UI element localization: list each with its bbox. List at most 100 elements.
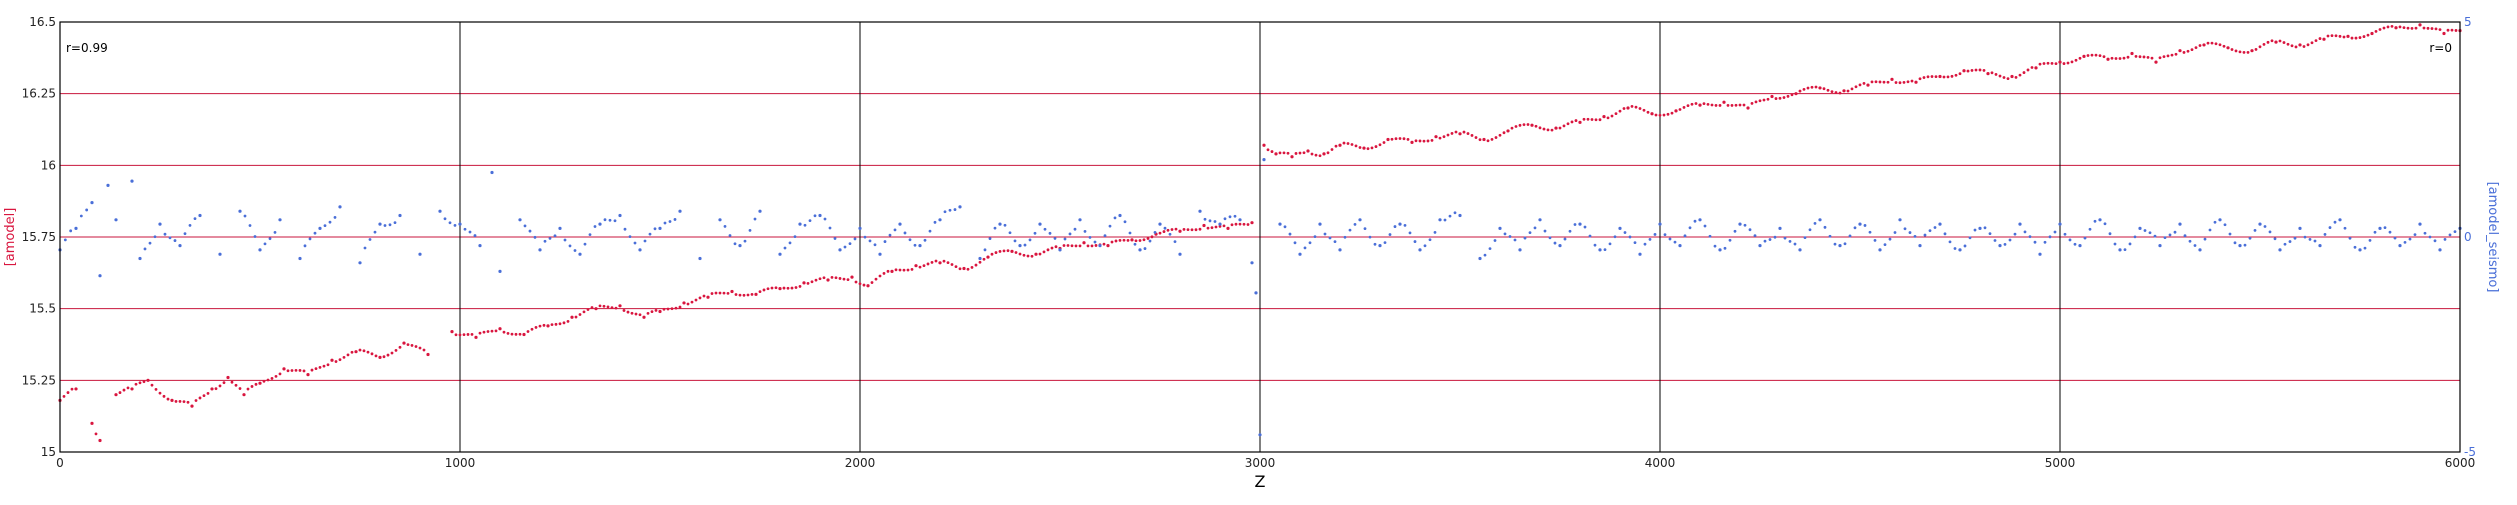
data-point [2288, 240, 2292, 243]
data-point [85, 208, 89, 212]
data-point [1938, 74, 1942, 79]
data-point [2042, 62, 2046, 65]
data-point [1158, 231, 1162, 235]
data-point [783, 246, 787, 250]
data-point [1218, 224, 1222, 228]
data-point [2028, 235, 2032, 239]
data-point [170, 398, 174, 402]
data-point [1230, 223, 1234, 227]
data-point [2373, 230, 2377, 234]
data-point [2358, 36, 2362, 39]
data-point [1918, 244, 1922, 248]
data-point [178, 244, 182, 248]
data-point [490, 329, 494, 333]
data-point [266, 378, 270, 382]
data-point [1622, 107, 1626, 110]
data-point [298, 369, 302, 372]
data-point [1170, 228, 1174, 231]
data-point [566, 319, 570, 323]
data-point [2330, 34, 2334, 38]
data-point [2366, 33, 2370, 37]
data-point [2423, 231, 2427, 235]
data-point [1673, 240, 1677, 244]
data-point [698, 256, 702, 261]
data-point [1423, 244, 1427, 248]
data-point [1682, 106, 1686, 109]
data-point [322, 364, 326, 368]
data-point [1426, 139, 1430, 143]
data-point [393, 221, 397, 225]
data-point [1383, 241, 1387, 245]
data-point [338, 205, 342, 209]
data-point [1458, 213, 1462, 218]
data-point [258, 381, 262, 385]
data-point [1730, 104, 1734, 107]
data-point [2203, 237, 2207, 241]
data-point [1810, 85, 1814, 89]
data-point [2293, 236, 2297, 240]
data-point [1398, 222, 1402, 226]
data-point [1873, 238, 1877, 242]
data-point [1274, 152, 1278, 156]
data-point [2146, 55, 2150, 59]
data-point [1922, 76, 1926, 79]
data-point [2050, 61, 2054, 65]
data-point [1153, 230, 1157, 234]
data-point [538, 248, 542, 252]
data-point [1113, 216, 1117, 220]
data-point [643, 239, 647, 243]
data-point [814, 278, 818, 282]
data-point [2142, 55, 2146, 59]
data-point [438, 209, 442, 213]
data-point [354, 350, 358, 354]
data-point [1653, 233, 1657, 236]
data-point [606, 305, 610, 309]
data-point [2118, 248, 2122, 252]
data-point [410, 344, 414, 347]
data-point [1063, 237, 1067, 241]
data-point [358, 348, 362, 352]
data-point [642, 315, 646, 319]
data-point [302, 369, 306, 373]
data-point [1206, 226, 1210, 230]
data-point [1583, 225, 1587, 229]
data-point [738, 244, 742, 248]
data-point [366, 350, 370, 354]
data-point [990, 252, 994, 256]
data-point [1448, 214, 1452, 218]
data-point [798, 285, 802, 288]
data-point [874, 277, 878, 281]
data-point [633, 241, 637, 245]
data-point [273, 230, 277, 234]
data-point [1493, 239, 1497, 242]
data-point [270, 377, 274, 380]
data-point [1662, 113, 1666, 117]
data-point [258, 248, 262, 252]
data-point [1862, 81, 1866, 85]
y-left-tick-label: 16 [41, 158, 56, 172]
data-point [1678, 244, 1682, 248]
data-point [1534, 124, 1538, 128]
data-point [2448, 233, 2452, 237]
data-point [2090, 53, 2094, 57]
data-point [1950, 74, 1954, 78]
data-point [558, 322, 562, 326]
data-point [953, 208, 957, 211]
data-point [553, 234, 557, 238]
data-point [1086, 244, 1090, 248]
data-point [2013, 232, 2017, 236]
data-point [1958, 248, 1962, 252]
data-point [1098, 244, 1102, 248]
data-point [1848, 234, 1852, 238]
data-point [2210, 41, 2214, 45]
data-point [473, 234, 477, 237]
data-point [1218, 222, 1222, 226]
data-point [1168, 232, 1172, 236]
data-point [1642, 108, 1646, 112]
data-point [758, 209, 762, 213]
data-point [593, 225, 597, 228]
data-point [1703, 224, 1707, 228]
data-point [893, 228, 897, 232]
data-point [2033, 240, 2037, 244]
data-point [1250, 261, 1254, 265]
